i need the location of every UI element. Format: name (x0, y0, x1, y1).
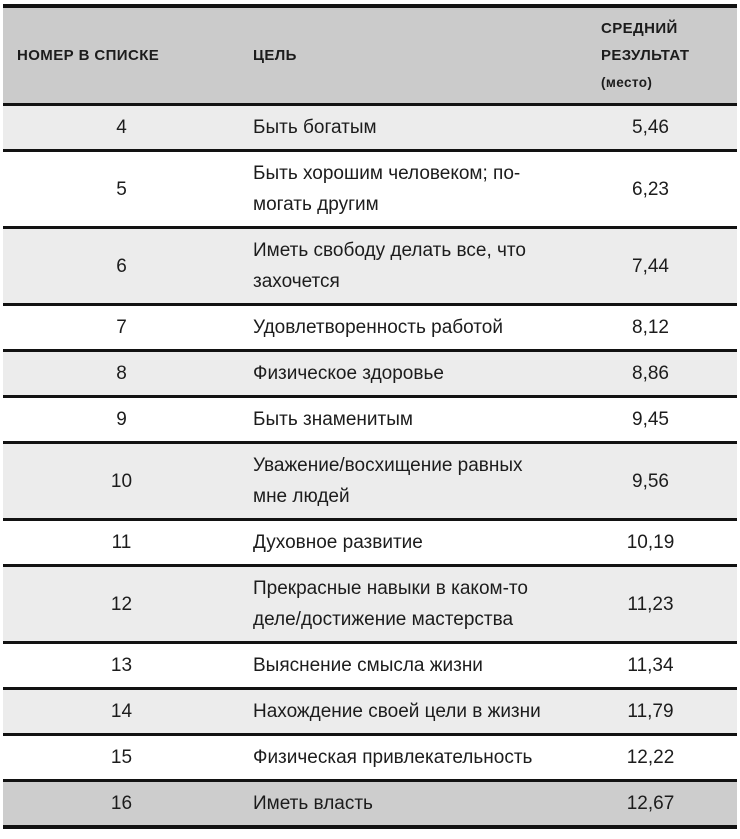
row-number: 10 (110, 470, 133, 492)
col-header-number-in-list: НОМЕР В СПИСКЕ (3, 6, 240, 106)
table-row: 8 Физическое здоровье 8,86 (3, 350, 737, 397)
row-result: 8,12 (632, 317, 669, 338)
row-number: 16 (110, 793, 133, 814)
table-row: 9 Быть знаменитым 9,45 (3, 396, 737, 443)
row-number: 7 (116, 317, 127, 338)
row-number: 15 (110, 747, 133, 768)
row-result: 9,56 (632, 470, 669, 492)
table-row: 5 Быть хорошим человеком; по- могать дру… (3, 150, 737, 228)
row-goal: Физическое здоровье (253, 363, 444, 384)
row-goal: Духовное развитие (253, 532, 423, 553)
row-number: 13 (110, 655, 133, 676)
col-header-average-result-title: СРЕДНИЙ РЕЗУЛЬТАТ (601, 20, 690, 64)
row-result: 11,34 (627, 655, 674, 676)
row-number: 8 (116, 363, 127, 384)
table-row: 14 Нахождение своей цели в жизни 11,79 (3, 688, 737, 735)
header-row: НОМЕР В СПИСКЕ ЦЕЛЬ СРЕДНИЙ РЕЗУЛЬТАТ (м… (3, 6, 737, 106)
table-row: 6 Иметь свободу делать все, что захочетс… (3, 227, 737, 305)
row-result: 12,67 (626, 793, 675, 814)
col-header-average-result-unit: (место) (601, 75, 653, 90)
row-result: 12,22 (626, 747, 675, 768)
row-goal: Иметь свободу делать все, что захочется (253, 240, 526, 292)
table-row: 7 Удовлетворенность работой 8,12 (3, 304, 737, 351)
row-goal: Быть богатым (253, 117, 377, 138)
table-header: НОМЕР В СПИСКЕ ЦЕЛЬ СРЕДНИЙ РЕЗУЛЬТАТ (м… (3, 6, 737, 106)
col-header-goal: ЦЕЛЬ (240, 6, 588, 106)
row-result: 9,45 (632, 409, 669, 430)
goals-ranking-table: НОМЕР В СПИСКЕ ЦЕЛЬ СРЕДНИЙ РЕЗУЛЬТАТ (м… (3, 4, 737, 829)
row-number: 4 (116, 117, 127, 138)
table-row: 10 Уважение/восхищение равных мне людей … (3, 442, 737, 520)
row-result: 11,23 (627, 593, 674, 615)
row-result: 10,19 (626, 532, 675, 553)
row-goal: Быть знаменитым (253, 409, 413, 430)
row-number: 9 (116, 409, 127, 430)
table-row: 13 Выяснение смысла жизни 11,34 (3, 642, 737, 689)
row-result: 7,44 (632, 255, 669, 277)
row-goal: Удовлетворенность работой (253, 317, 503, 338)
table-body: 4 Быть богатым 5,46 5 Быть хорошим челов… (3, 104, 737, 827)
table-row: 16 Иметь власть 12,67 (3, 780, 737, 827)
row-result: 11,79 (627, 701, 674, 722)
table-row: 15 Физическая привлекательность 12,22 (3, 734, 737, 781)
row-goal: Иметь власть (253, 793, 373, 814)
table-row: 12 Прекрасные навыки в каком-то деле/дос… (3, 565, 737, 643)
table-row: 4 Быть богатым 5,46 (3, 104, 737, 151)
row-goal: Физическая привлекательность (253, 747, 533, 768)
table-row: 11 Духовное развитие 10,19 (3, 519, 737, 566)
row-number: 14 (110, 701, 133, 722)
row-goal: Нахождение своей цели в жизни (253, 701, 541, 722)
row-number: 5 (116, 178, 127, 200)
row-goal: Уважение/восхищение равных мне людей (253, 455, 523, 507)
row-goal: Прекрасные навыки в каком-то деле/достиж… (253, 578, 528, 630)
row-number: 11 (111, 532, 132, 553)
row-result: 5,46 (632, 117, 669, 138)
row-number: 6 (116, 255, 127, 277)
col-header-average-result: СРЕДНИЙ РЕЗУЛЬТАТ (место) (588, 6, 737, 106)
row-goal: Быть хорошим человеком; по- могать други… (253, 163, 521, 215)
row-goal: Выяснение смысла жизни (253, 655, 483, 676)
row-result: 6,23 (632, 178, 669, 200)
row-result: 8,86 (632, 363, 669, 384)
row-number: 12 (110, 593, 133, 615)
